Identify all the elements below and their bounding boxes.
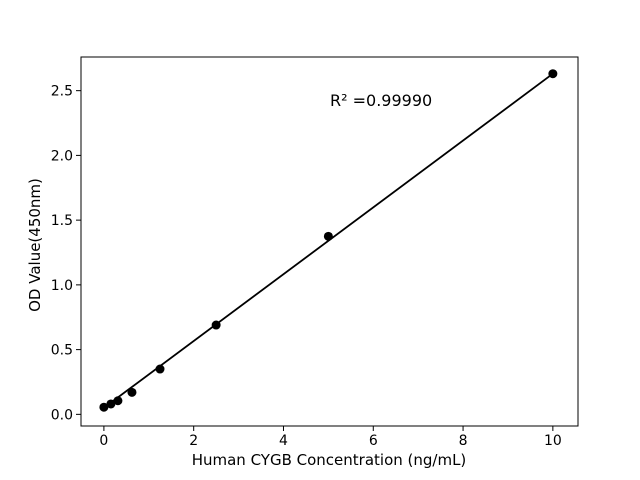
- data-point: [99, 402, 109, 412]
- y-axis-label: OD Value(450nm): [26, 178, 44, 312]
- x-tick-label: 4: [279, 433, 288, 449]
- data-series: [99, 69, 558, 412]
- plot-area: [80, 56, 579, 427]
- x-tick-label: 0: [99, 433, 108, 449]
- data-point: [155, 364, 165, 374]
- y-tick-label: 1.5: [51, 213, 73, 229]
- y-tick-label: 0.0: [51, 407, 73, 423]
- data-point: [548, 69, 558, 79]
- data-point: [113, 396, 123, 406]
- data-point: [211, 320, 221, 330]
- y-tick-label: 2.0: [51, 148, 73, 164]
- r-squared-annotation: R² =0.99990: [330, 91, 432, 110]
- x-tick-label: 2: [189, 433, 198, 449]
- x-tick-label: 10: [544, 433, 562, 449]
- x-axis-label: Human CYGB Concentration (ng/mL): [192, 451, 467, 469]
- data-point: [127, 387, 137, 397]
- y-tick-label: 1.0: [51, 278, 73, 294]
- data-point: [323, 231, 333, 241]
- y-tick-label: 0.5: [51, 343, 73, 359]
- y-tick-label: 2.5: [51, 84, 73, 100]
- x-tick-label: 6: [369, 433, 378, 449]
- x-tick-label: 8: [459, 433, 468, 449]
- data-point: [106, 399, 116, 409]
- axis-ticks: 0 2 4 6 8 10 0.0 0.5 1.0 1.5 2.0 2.5: [51, 84, 562, 449]
